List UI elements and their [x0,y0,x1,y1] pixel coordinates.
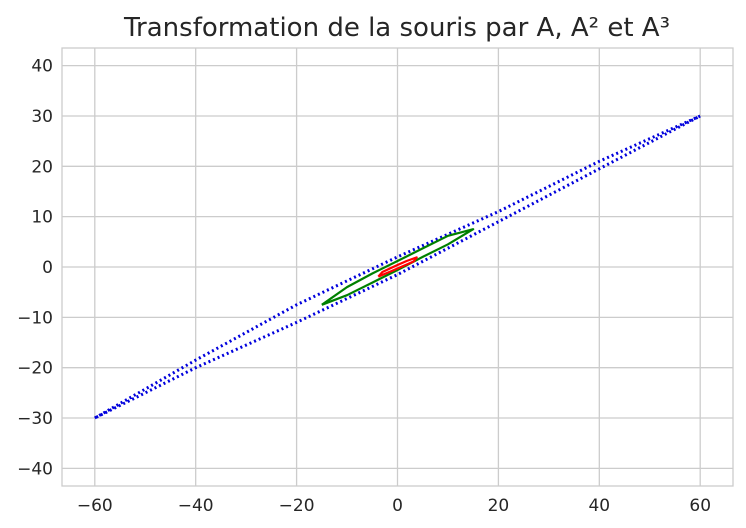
x-axis-ticks: −60 −40 −20 0 20 40 60 [77,496,711,516]
y-axis-ticks: −40 −30 −20 −10 0 10 20 30 40 [17,57,53,480]
x-tick-label: −20 [279,496,315,516]
x-tick-label: 40 [588,496,610,516]
x-tick-label: −60 [77,496,113,516]
series-line [321,228,475,306]
chart-title: Transformation de la souris par A, A² et… [123,13,670,43]
y-tick-label: −30 [17,409,53,429]
y-tick-label: −20 [17,359,53,379]
y-tick-label: 20 [31,157,53,177]
series-line [377,256,418,278]
x-tick-label: 0 [392,496,403,516]
y-tick-label: −40 [17,459,53,479]
y-tick-label: 10 [31,208,53,228]
x-tick-label: 60 [689,496,711,516]
x-tick-label: −40 [178,496,214,516]
x-tick-label: 20 [488,496,510,516]
series-layer [94,114,702,420]
y-tick-label: 30 [31,107,53,127]
grid [62,48,733,486]
y-tick-label: 40 [31,57,53,77]
y-tick-label: −10 [17,308,53,328]
y-tick-label: 0 [42,258,53,278]
series-line [94,114,702,420]
plot-frame [61,47,734,487]
